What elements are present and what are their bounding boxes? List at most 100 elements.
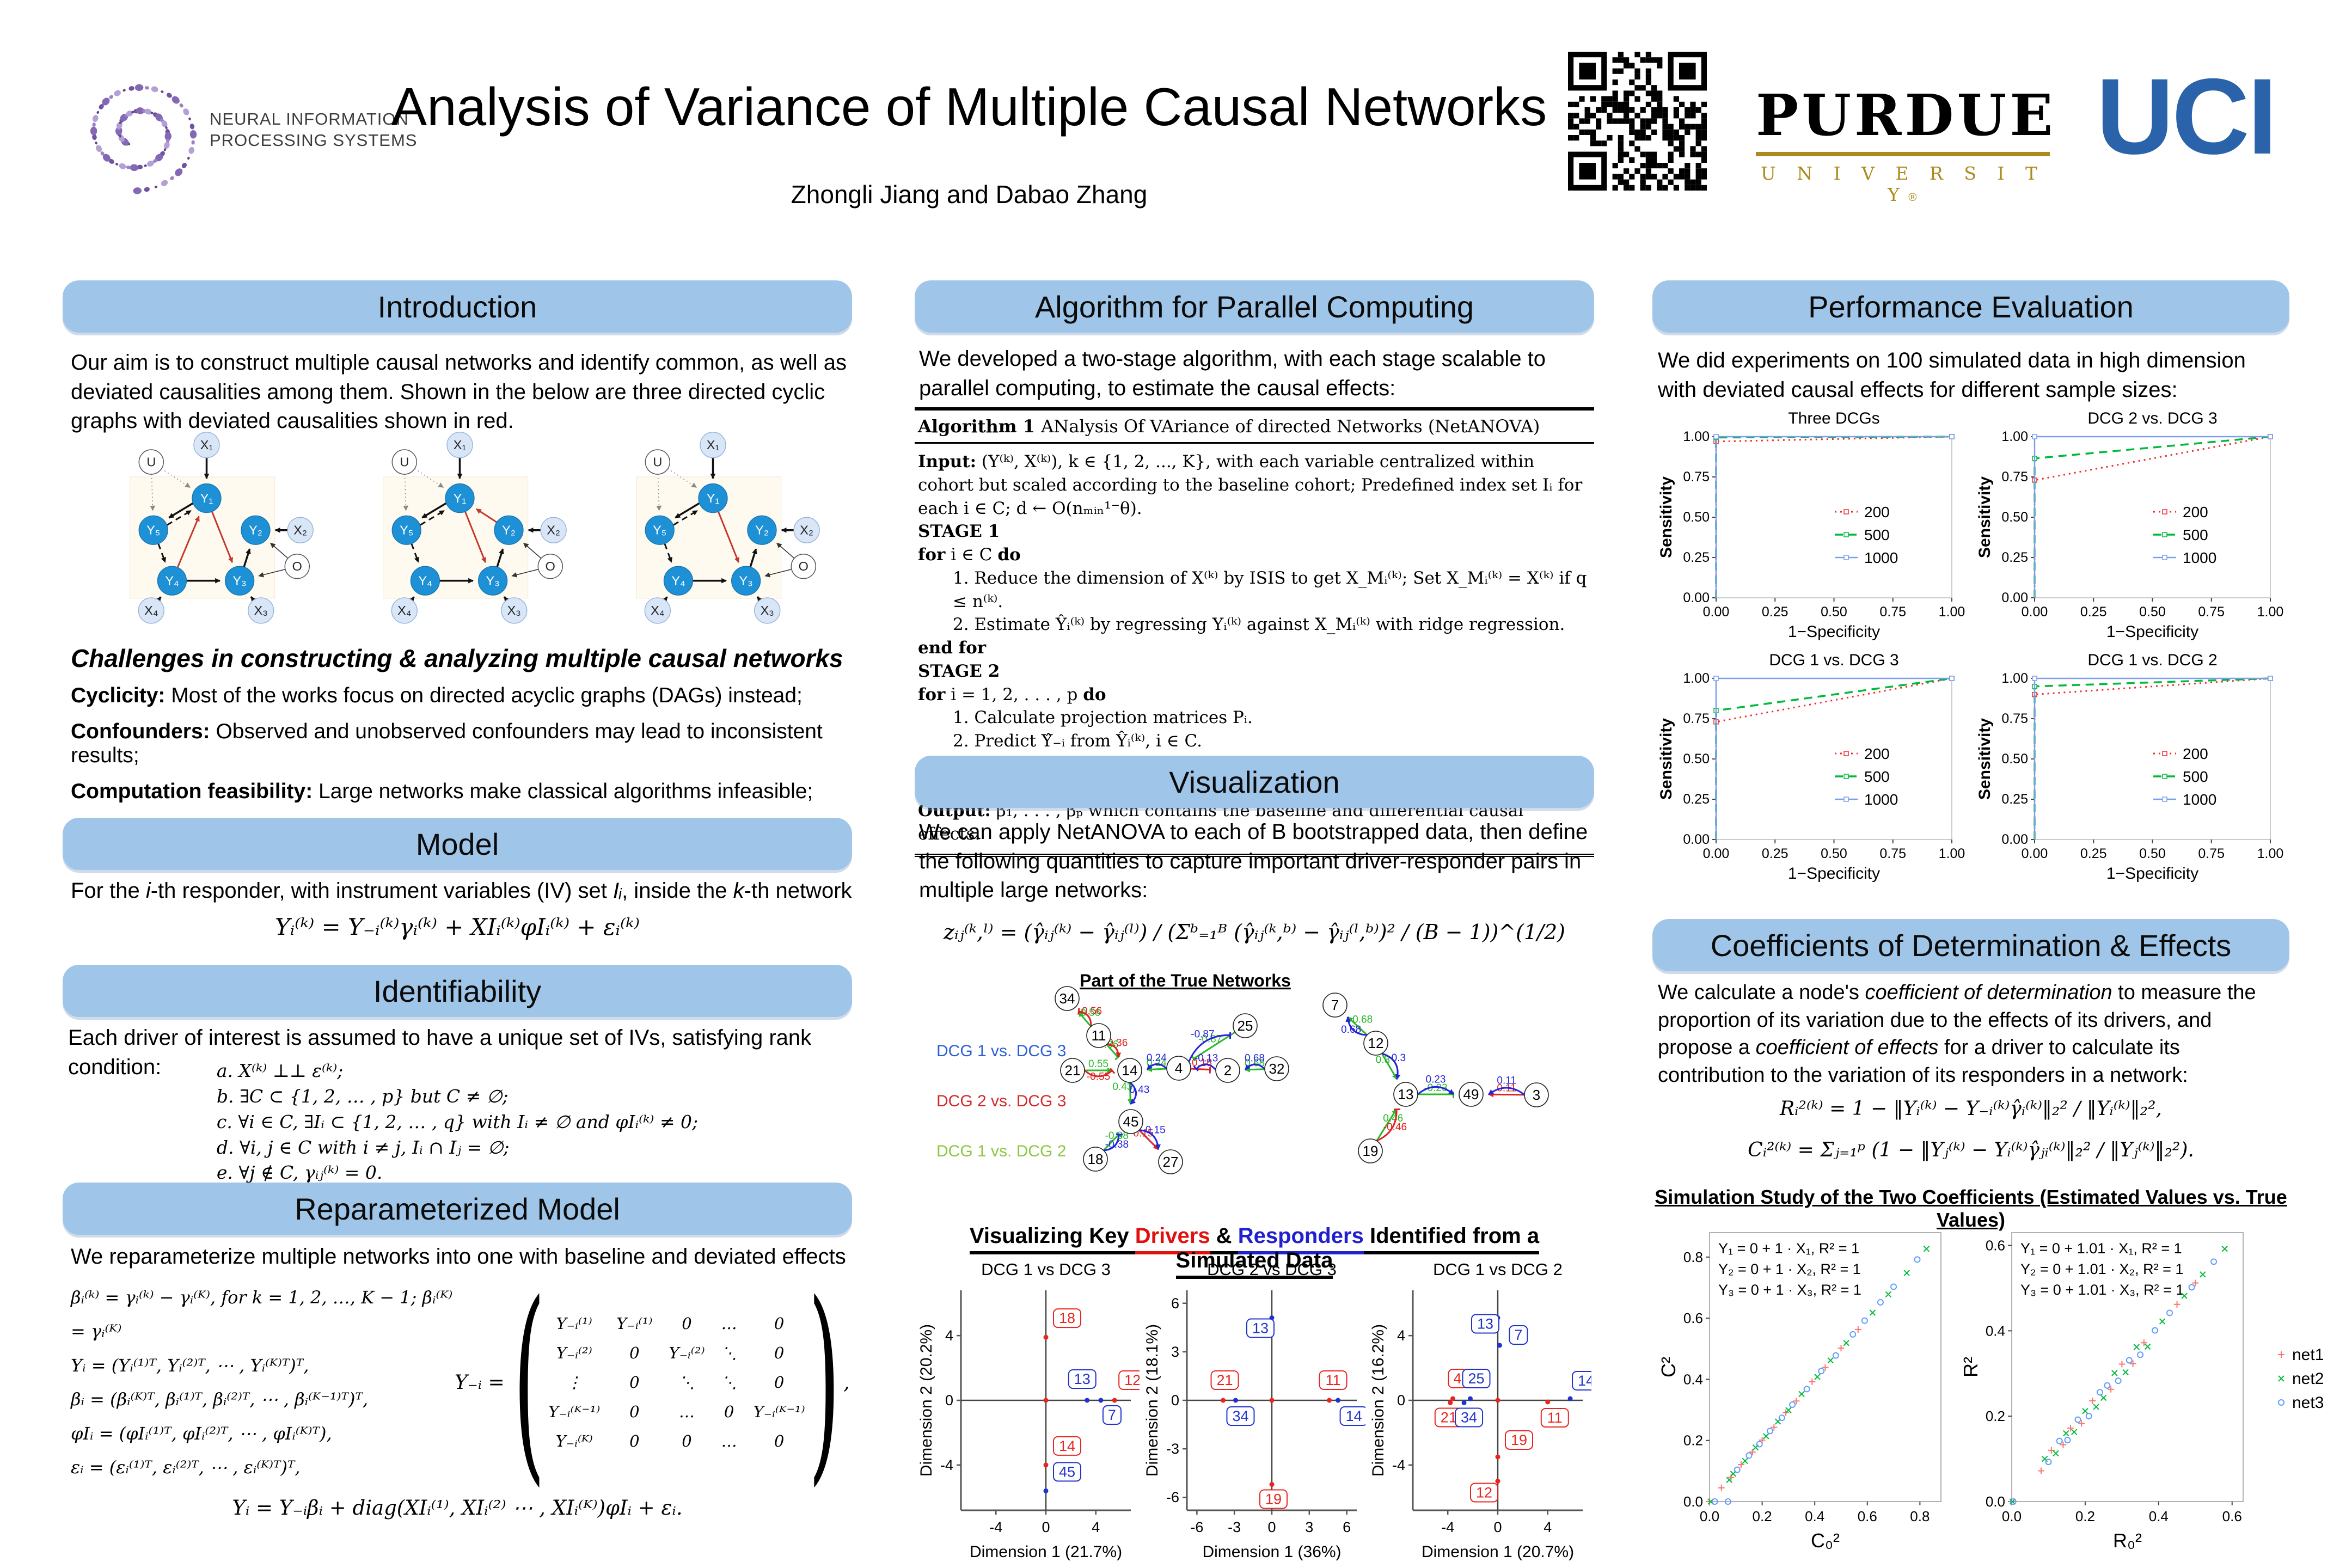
mds-point-label: 19 [1265,1491,1282,1507]
node-X2 [287,517,314,543]
qr-module [1618,157,1624,163]
mds-point [1495,1454,1500,1460]
qr-module [1701,101,1707,107]
net-edge-25-4 [1193,1031,1236,1059]
logo-dot [179,103,183,108]
section-header-coefficients: Coefficients of Determination & Effects [1652,919,2289,971]
qr-module [1629,107,1635,113]
edge-O-Y3 [258,568,286,578]
text-segment: for a driver to calculate its contributi… [1658,1036,2188,1087]
qr-module [1662,107,1668,113]
qr-module [1695,174,1701,180]
qr-module [1590,96,1596,102]
y-tick-label: 4 [945,1327,953,1344]
logo-dot [165,126,168,130]
node-X3 [754,597,781,624]
mds-point-label: 21 [1217,1372,1233,1388]
challenge-item: Confounders: Observed and unobserved con… [71,720,852,768]
qr-module [1657,163,1663,169]
logo-dot [188,146,195,154]
qr-module [1679,146,1685,152]
y-tick-label: 0.50 [2001,751,2028,767]
matrix-cell: 0 [774,1314,785,1333]
pt-x [2159,1318,2166,1325]
pt-o [2074,1416,2081,1423]
matrix-cell: 0 [629,1344,640,1363]
mds-point-label: 25 [1468,1370,1485,1387]
network-legend-1: DCG 1 vs. DCG 3 [936,1042,1066,1060]
net-node-7 [1322,993,1347,1018]
net-edge-2-4 [1196,1063,1217,1070]
qr-module [1645,157,1651,163]
x-tick-label: -4 [1441,1519,1454,1535]
qr-module [1701,118,1707,124]
logo-dot [183,108,189,115]
pt-o [2126,1357,2133,1364]
edge-weight-label: 0.3 [1392,1052,1406,1064]
pt-o [1877,1298,1884,1306]
pt-x [1869,1309,1876,1316]
roc-title: DCG 1 vs. DCG 2 [2087,651,2217,669]
logo-dot [187,156,190,160]
algorithm-text: 1. Calculate projection matrices Pᵢ. [953,708,1253,728]
mds-point [1221,1398,1226,1403]
qr-module [1645,168,1651,174]
logo-dot [144,164,147,167]
mds-label-box [1053,1462,1081,1482]
qr-finder [1579,63,1596,79]
node-label-Y2: Y₂ [502,523,516,537]
logo-dot [161,180,168,186]
node-Y2 [241,515,271,545]
net-node-label-45: 45 [1123,1113,1139,1130]
net-node-label-2: 2 [1224,1062,1232,1079]
net-node-label-25: 25 [1238,1018,1253,1034]
logo-dot [164,132,171,141]
qr-module [1624,96,1630,102]
qr-module [1640,129,1646,135]
x-tick-label: 0 [1042,1519,1050,1535]
algorithm-text: 2. Estimate Ŷᵢ⁽ᵏ⁾ by regressing Yᵢ⁽ᵏ⁾ ag… [953,615,1565,635]
y-tick-label: 0.75 [1683,469,1710,485]
net-edge-11-34 [1079,1012,1092,1027]
node-Y1 [445,483,475,513]
qr-module [1668,140,1674,146]
qr-module [1662,129,1668,135]
legend-marker [1843,797,1849,802]
pt-o [1756,1441,1763,1448]
pt-x [2053,1450,2059,1457]
legend-marker [1843,555,1849,560]
qr-module [1695,135,1701,141]
mds-xlabel: Dimension 1 (36%) [1202,1543,1341,1561]
algorithm-keyword: for [918,545,946,565]
qr-module [1618,135,1624,141]
mds-point [1567,1396,1573,1401]
y-tick-label: 0.25 [1683,792,1710,807]
roc-curve-500 [2033,677,2271,840]
x-tick-label: 0.6 [2222,1508,2242,1524]
qr-module [1651,113,1657,119]
qr-module [1690,151,1696,157]
qr-module [1612,185,1618,191]
pt-x [1843,1339,1849,1346]
qr-module [1629,140,1635,146]
qr-module [1584,113,1590,119]
net-edge-12-13 [1381,1052,1401,1080]
sim-legend-label: net1 [2292,1346,2324,1364]
roc-curve-200 [2033,436,2271,598]
sim-xlabel: C₀² [1811,1529,1840,1552]
mds-title: DCG 1 vs DCG 3 [981,1260,1111,1279]
mds-title: DCG 2 vs DCG 3 [1207,1260,1337,1279]
roc-curve-500 [1715,677,1952,840]
pt-o [1767,1428,1774,1435]
mds-label-box [1118,1370,1140,1390]
x-tick-label: -6 [1190,1519,1203,1535]
qr-module [1618,107,1624,113]
mds-title: DCG 1 vs DCG 2 [1433,1260,1563,1279]
roc-curve-200 [1715,677,1952,840]
edge-weight-label: -0.13 [1195,1052,1218,1064]
qr-module [1573,124,1579,130]
pt-x [2042,1455,2048,1462]
roc-curve-500 [1715,436,1952,598]
net-edge-3-49 [1488,1092,1525,1098]
legend-marker [2162,509,2167,514]
